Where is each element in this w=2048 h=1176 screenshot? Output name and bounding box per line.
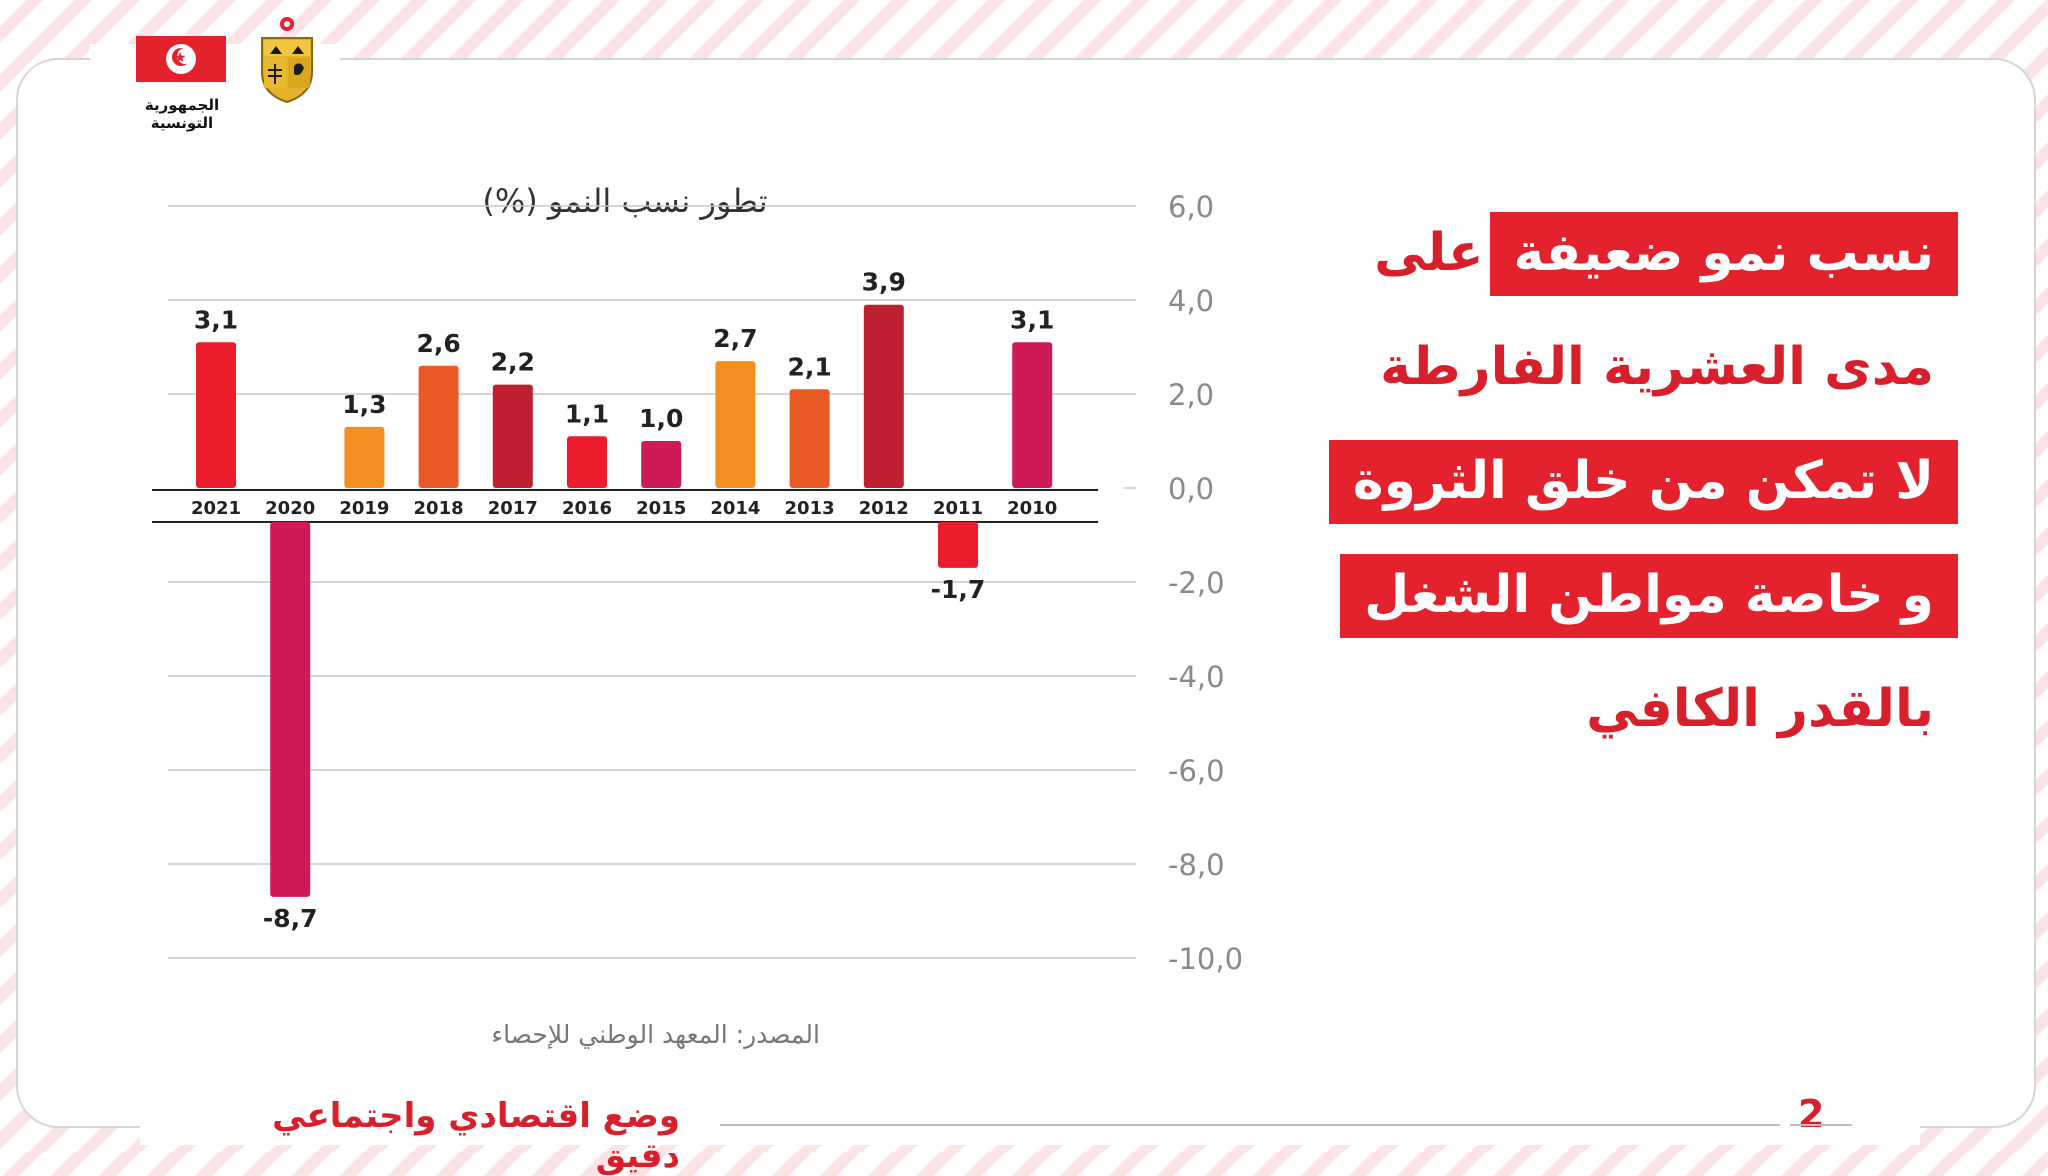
data-label: -8,7 — [263, 904, 318, 933]
bar-2020 — [270, 522, 311, 897]
y-tick-label: -2,0 — [1168, 566, 1225, 600]
bar-2015 — [641, 441, 682, 488]
x-tick-label: 2013 — [785, 498, 835, 519]
data-label: -1,7 — [931, 575, 986, 604]
bar-2016 — [567, 436, 607, 488]
page-number-underline — [1790, 1124, 1852, 1126]
x-tick-label: 2015 — [636, 498, 686, 519]
x-tick-label: 2018 — [414, 498, 464, 519]
headline-line: لا تمكن من خلق الثروة — [1328, 440, 1958, 524]
y-tick-label: 4,0 — [1168, 284, 1214, 318]
headline: نسب نمو ضعيفة على مدى العشرية الفارطة لا… — [1278, 212, 1958, 782]
growth-rate-chart: 6,0 4,0 2,0 0,0 -2,0 -4,0 -6,0 -8,0 -10,0 2021 3,1… — [152, 190, 1243, 976]
y-tick-label: 2,0 — [1168, 378, 1214, 412]
bar-2011 — [938, 522, 978, 568]
data-label: 1,3 — [342, 390, 386, 419]
y-tick-label: 0,0 — [1168, 472, 1214, 506]
headline-line: نسب نمو ضعيفة — [1489, 212, 1958, 296]
headline-line: مدى العشرية الفارطة — [1380, 337, 1934, 397]
headline-line: على — [1374, 223, 1484, 283]
x-tick-label: 2014 — [710, 498, 760, 519]
data-label: 2,7 — [713, 324, 757, 353]
x-tick-label: 2021 — [191, 498, 241, 519]
bar-2013 — [789, 389, 830, 488]
bar-2017 — [492, 384, 533, 488]
x-tick-label: 2010 — [1007, 498, 1057, 519]
x-tick-label: 2016 — [562, 498, 612, 519]
headline-line: بالقدر الكافي — [1586, 679, 1934, 739]
headline-line: و خاصة مواطن الشغل — [1340, 554, 1958, 638]
source-note: المصدر: المعهد الوطني للإحصاء — [491, 1020, 820, 1049]
headline-row-3: لا تمكن من خلق الثروة — [1278, 440, 1958, 524]
republic-label: الجمهورية التونسية — [144, 96, 220, 132]
bar-2014 — [715, 361, 756, 488]
tunisia-flag-icon: ★ — [136, 36, 226, 82]
data-label: 2,1 — [787, 352, 831, 381]
page-number: 2 — [1798, 1092, 1825, 1136]
data-label: 1,0 — [639, 404, 683, 433]
data-label: 2,6 — [416, 329, 460, 358]
data-label: 1,1 — [565, 399, 609, 428]
coat-of-arms-icon — [261, 17, 313, 104]
data-label: 3,1 — [1010, 305, 1054, 334]
x-tick-label: 2020 — [265, 498, 315, 519]
data-label: 2,2 — [491, 348, 535, 377]
y-tick-label: 6,0 — [1168, 190, 1214, 224]
footer-divider — [720, 1124, 1780, 1126]
x-tick-label: 2011 — [933, 498, 983, 519]
headline-row-1: نسب نمو ضعيفة على — [1278, 212, 1958, 296]
data-label: 3,9 — [862, 268, 906, 297]
headline-row-4: و خاصة مواطن الشغل — [1278, 554, 1958, 638]
y-tick-label: -4,0 — [1168, 660, 1225, 694]
bar-2012 — [863, 304, 904, 488]
data-label: 3,1 — [194, 305, 238, 334]
x-tick-label: 2017 — [488, 498, 538, 519]
y-tick-label: -8,0 — [1168, 848, 1225, 882]
bar-2019 — [344, 426, 385, 488]
bar-2021 — [196, 342, 236, 488]
bar-2018 — [418, 365, 459, 488]
x-tick-label: 2019 — [339, 498, 389, 519]
bar-2010 — [1012, 342, 1053, 488]
chart-title: تطور نسب النمو (%) — [482, 182, 768, 220]
headline-row-5: بالقدر الكافي — [1278, 668, 1958, 752]
y-tick-label: -6,0 — [1168, 754, 1225, 788]
x-tick-label: 2012 — [859, 498, 909, 519]
y-tick-label: -10,0 — [1168, 942, 1243, 976]
headline-row-2: مدى العشرية الفارطة — [1278, 326, 1958, 410]
footer-title: وضع اقتصادي واجتماعي دقيق — [272, 1096, 680, 1176]
